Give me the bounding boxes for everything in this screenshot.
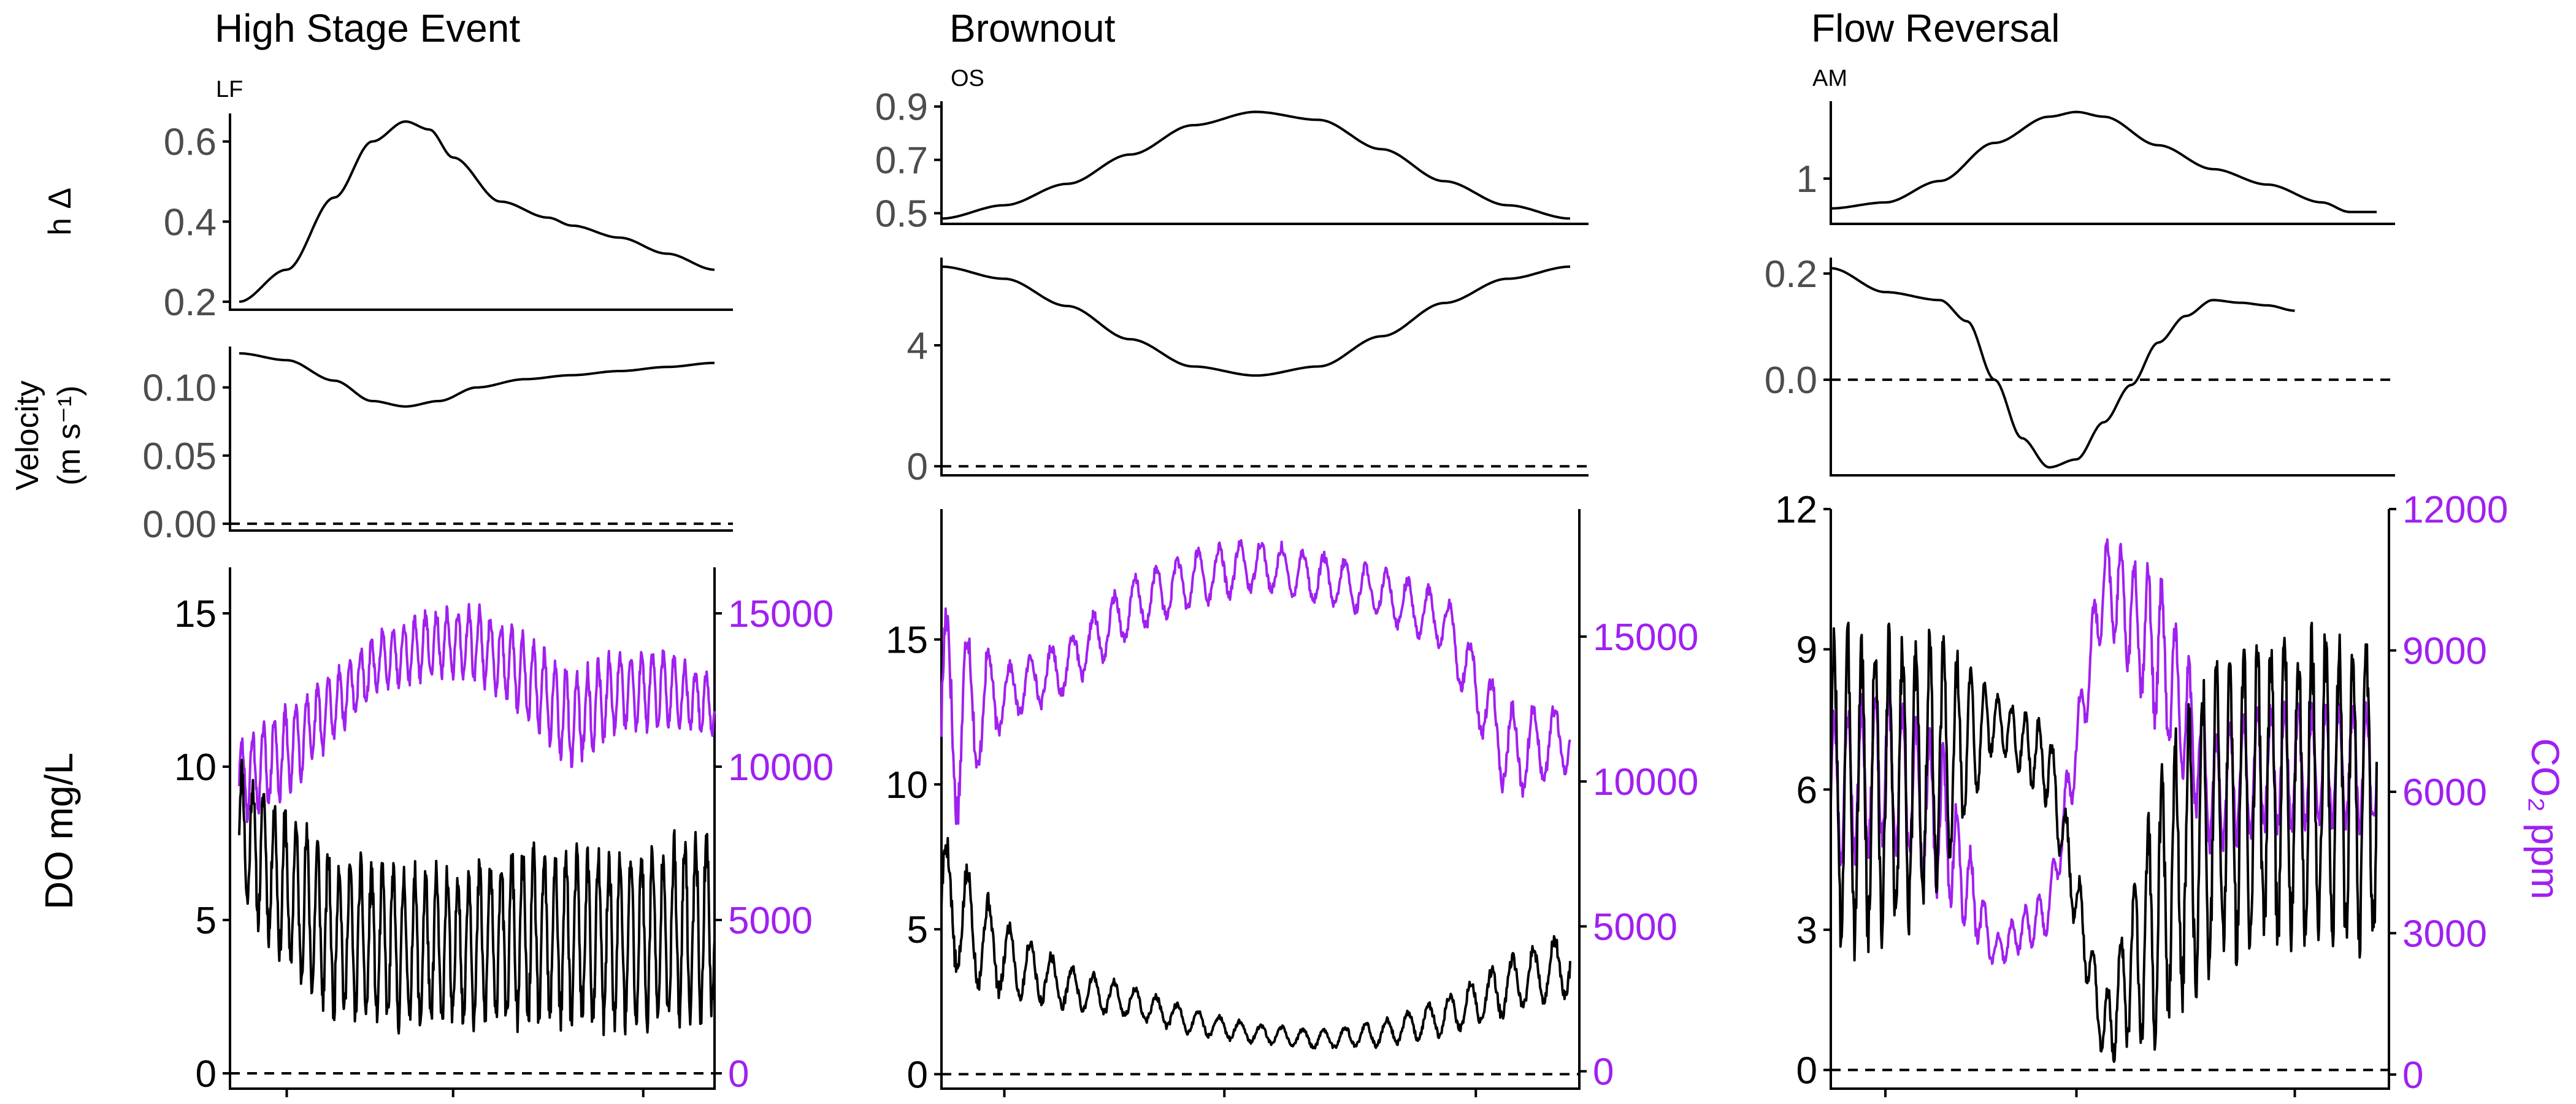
panel-site-2: OS — [951, 66, 984, 91]
velocity-y-tick-label: 0 — [907, 446, 928, 488]
co2-line — [940, 539, 1571, 826]
panel-site-1: LF — [216, 77, 243, 102]
do-y-tick-label: 12 — [1775, 489, 1817, 531]
panel-site-3: AM — [1812, 66, 1847, 91]
co2-y-tick-label: 15000 — [728, 593, 834, 635]
stage-line — [1830, 110, 2377, 213]
stage-y-tick-label: 0.6 — [164, 121, 217, 164]
velocity-y-tick-label: 4 — [907, 325, 928, 367]
co2-y-tick-label: 10000 — [1593, 761, 1698, 803]
do-y-tick-label: 10 — [174, 746, 217, 789]
do-y-tick-label: 5 — [196, 900, 217, 942]
do-y-tick-label: 5 — [907, 909, 928, 951]
do-line — [940, 837, 1571, 1050]
stage-y-tick-label: 0.7 — [875, 140, 928, 182]
velocity-y-tick-label: 0.2 — [1765, 253, 1817, 296]
stage-y-tick-label: 0.2 — [164, 282, 217, 324]
panel-1: 0.2 0.4 0.6 0.00 0.05 0.10 0 5 10 15 0 5000 10000 150… — [142, 113, 834, 1097]
do-y-tick-label: 15 — [174, 593, 217, 635]
co2-y-tick-label: 9000 — [2402, 630, 2487, 672]
stage-y-tick-label: 0.4 — [164, 201, 217, 243]
do-line — [1830, 621, 2378, 1064]
stage-y-tick-label: 1 — [1796, 158, 1817, 201]
velocity-line — [239, 352, 715, 408]
co2-y-tick-label: 6000 — [2402, 772, 2487, 814]
panel-2: 0.5 0.7 0.9 0 4 0 5 10 15 0 5000 10000 15000 — [875, 86, 1698, 1097]
stage-y-tick-label: 0.9 — [875, 86, 928, 129]
do-y-tick-label: 6 — [1796, 769, 1817, 811]
velocity-line — [941, 265, 1571, 377]
panel-title-2: Brownout — [949, 6, 1116, 50]
do-y-tick-label: 0 — [907, 1054, 928, 1096]
co2-y-tick-label: 12000 — [2402, 489, 2508, 531]
do-y-tick-label: 0 — [196, 1053, 217, 1095]
stage-line — [239, 120, 715, 303]
velocity-y-tick-label: 0.10 — [142, 367, 217, 410]
stage-y-tick-label: 0.5 — [875, 193, 928, 236]
stage-y-axis-title: h Δ — [42, 188, 78, 236]
do-line — [238, 759, 716, 1037]
do-y-tick-label: 0 — [1796, 1050, 1817, 1092]
velocity-y-tick-label: 0.05 — [142, 435, 217, 478]
co2-y-tick-label: 5000 — [1593, 906, 1677, 948]
panel-title-3: Flow Reversal — [1811, 6, 2060, 50]
co2-y-tick-label: 0 — [1593, 1051, 1614, 1094]
velocity-y-tick-label: 0.0 — [1765, 359, 1817, 402]
panel-title-1: High Stage Event — [215, 6, 520, 50]
co2-y-tick-label: 15000 — [1593, 616, 1698, 659]
plot-area: 0.20.40.60.000.050.100510150500010000150… — [142, 86, 2508, 1097]
do-y-tick-label: 15 — [886, 619, 928, 662]
co2-y-tick-label: 10000 — [728, 746, 834, 789]
stage-line — [941, 110, 1571, 220]
co2-y-tick-label: 0 — [728, 1053, 749, 1095]
panel-3: 1 0.0 0.2 0 3 6 9 12 0 3000 6000 9000 12000 — [1765, 101, 2508, 1097]
co2-y-tick-label: 5000 — [728, 900, 813, 942]
do-y-tick-label: 9 — [1796, 629, 1817, 672]
co2-y-tick-label: 0 — [2402, 1054, 2423, 1097]
velocity-line — [1830, 267, 2295, 469]
do-y-axis-title: DO mg/L — [37, 753, 81, 910]
co2-line — [238, 603, 716, 823]
velocity-y-axis-title-line1: Velocity — [10, 380, 45, 490]
do-y-tick-label: 3 — [1796, 910, 1817, 952]
velocity-y-tick-label: 0.00 — [142, 504, 217, 546]
co2-y-tick-label: 3000 — [2402, 913, 2487, 955]
co2-y-axis-title: CO₂ ppm — [2523, 738, 2567, 899]
velocity-y-axis-title-line2: (m s⁻¹) — [52, 385, 87, 485]
do-y-tick-label: 10 — [886, 764, 928, 807]
